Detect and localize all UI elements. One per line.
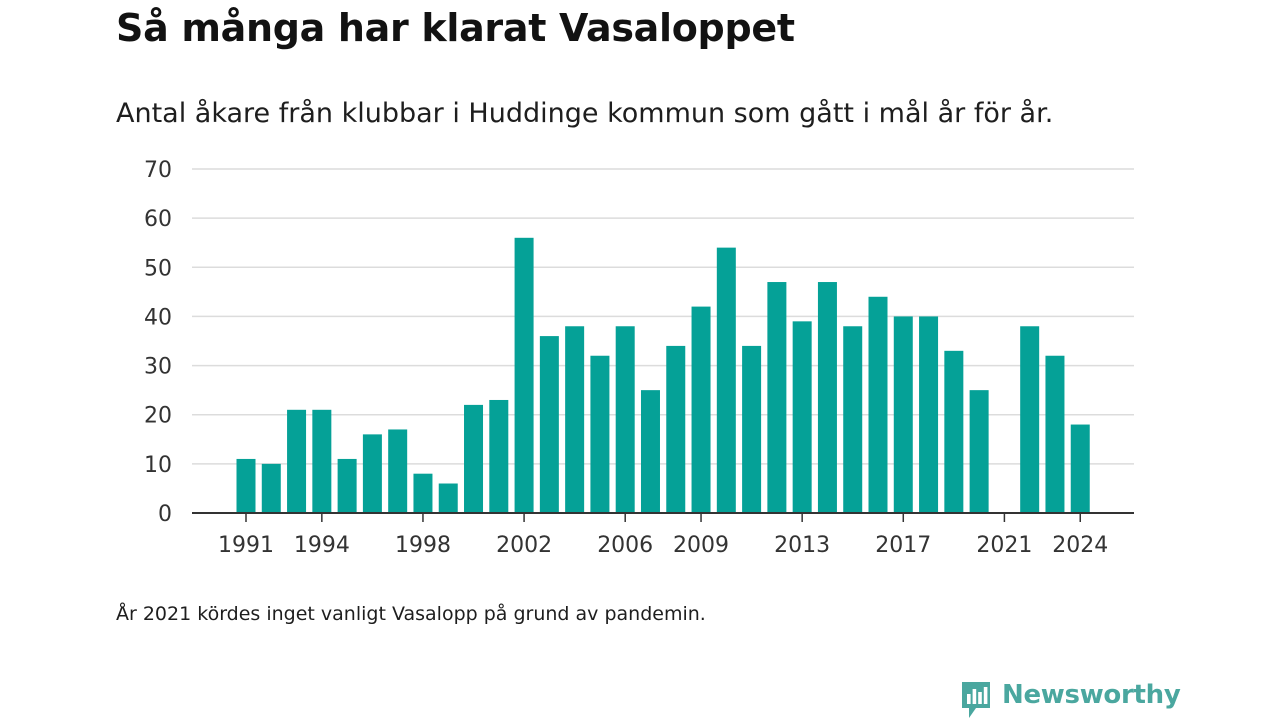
x-tick-label: 1994 [294, 533, 350, 558]
x-tick-label: 2024 [1052, 533, 1108, 558]
bar [716, 247, 736, 513]
y-tick-label: 20 [144, 404, 172, 429]
bar [1070, 424, 1090, 513]
bar [388, 429, 408, 513]
bar [868, 296, 888, 513]
bar [893, 316, 913, 513]
x-tick-label: 2021 [976, 533, 1032, 558]
newsworthy-logo-icon [962, 682, 990, 718]
gridlines [192, 168, 1134, 465]
bar [514, 237, 534, 514]
bar [312, 409, 332, 513]
bar [413, 473, 433, 513]
bar [261, 463, 281, 513]
bar [792, 321, 812, 513]
bar [489, 399, 509, 513]
bar [817, 282, 837, 513]
x-tick-label: 2009 [673, 533, 729, 558]
y-tick-label: 10 [144, 453, 172, 478]
y-tick-label: 70 [144, 158, 172, 183]
x-tick-label: 2006 [597, 533, 653, 558]
bar [944, 350, 964, 513]
bar [337, 458, 357, 513]
chart-subtitle: Antal åkare från klubbar i Huddinge komm… [116, 98, 1054, 129]
bar [969, 390, 989, 513]
x-tick-label: 1998 [395, 533, 451, 558]
bar-chart: 0 10 20 30 40 50 60 70 1991 1994 1998 2002 2006 2009 2… [144, 158, 1134, 558]
bar [464, 404, 484, 513]
bar [1045, 355, 1065, 513]
bar [1020, 326, 1040, 513]
bar [438, 483, 458, 513]
bar [590, 355, 610, 513]
y-tick-label: 50 [144, 256, 172, 281]
bar [615, 326, 635, 513]
bar [742, 345, 762, 513]
axes: 0 10 20 30 40 50 60 70 1991 1994 1998 2002 2006 2009 2… [144, 158, 1134, 558]
bar [666, 345, 686, 513]
bar [640, 390, 660, 513]
brand: Newsworthy [960, 680, 1181, 720]
bar [767, 282, 787, 513]
bar [565, 326, 585, 513]
chart-title: Så många har klarat Vasaloppet [116, 6, 795, 50]
y-tick-label: 60 [144, 207, 172, 232]
y-tick-label: 30 [144, 355, 172, 380]
bar [287, 409, 307, 513]
bar [362, 434, 382, 513]
x-tick-label: 2013 [774, 533, 830, 558]
bar [691, 306, 711, 513]
y-tick-label: 0 [158, 502, 172, 527]
x-tick-label: 2002 [496, 533, 552, 558]
bar [539, 336, 559, 513]
y-tick-label: 40 [144, 305, 172, 330]
x-tick-label: 2017 [875, 533, 931, 558]
bar [919, 316, 939, 513]
bar [843, 326, 863, 513]
bar [236, 458, 256, 513]
bars [236, 237, 1090, 514]
x-tick-label: 1991 [218, 533, 274, 558]
brand-name: Newsworthy [1002, 680, 1181, 710]
footnote: År 2021 kördes inget vanligt Vasalopp på… [116, 603, 706, 625]
